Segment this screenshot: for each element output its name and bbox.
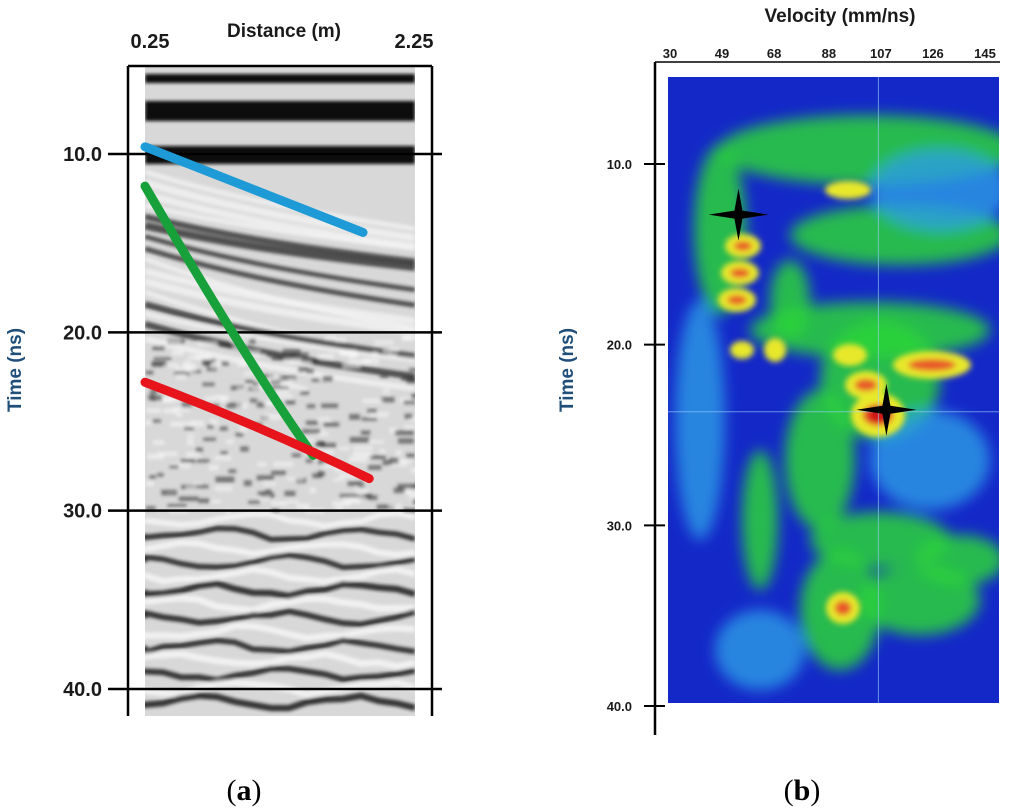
x-tick-label: 30 — [663, 46, 677, 61]
y-tick-label: 10.0 — [63, 144, 102, 166]
y-axis-label-b: Time (ns) — [557, 328, 578, 412]
x-tick-labels-a: 0.25 2.25 — [131, 31, 434, 53]
x-tick-label: 88 — [822, 46, 836, 61]
y-tick-label: 40.0 — [607, 699, 632, 714]
y-tick-labels-a: 10.0 20.0 30.0 40.0 — [63, 144, 102, 701]
x-tick-label: 2.25 — [395, 31, 434, 53]
y-tick-label: 30.0 — [63, 501, 102, 523]
x-tick-label: 107 — [870, 46, 892, 61]
y-tick-label: 40.0 — [63, 679, 102, 701]
x-tick-label: 0.25 — [131, 31, 170, 53]
y-tick-label: 20.0 — [63, 322, 102, 344]
velocity-maxima — [708, 188, 917, 436]
y-tick-label: 10.0 — [607, 157, 632, 172]
heatmap-crosshair — [668, 77, 999, 703]
panel-caption-b: (b) — [784, 774, 821, 807]
x-tick-label: 68 — [767, 46, 781, 61]
chart-title-b: Velocity (mm/ns) — [765, 6, 916, 27]
panel-b: 30 49 68 88 107 126 145 10.0 20.0 30.0 40.0 Veloc… — [557, 6, 1000, 807]
picked-lines — [140, 142, 374, 484]
velocity-maximum-marker — [708, 188, 769, 241]
y-axis-label-a: Time (ns) — [5, 328, 26, 412]
velocity-maximum-marker — [856, 383, 917, 436]
x-axis-label-a: Distance (m) — [227, 21, 341, 42]
picked-line — [140, 377, 374, 484]
x-tick-labels-b: 30 49 68 88 107 126 145 — [663, 46, 996, 61]
y-tick-label: 30.0 — [607, 518, 632, 533]
x-tick-label: 49 — [715, 46, 729, 61]
x-tick-label: 145 — [974, 46, 996, 61]
y-tick-label: 20.0 — [607, 338, 632, 353]
picked-line — [140, 181, 318, 460]
panel-caption-a: (a) — [227, 774, 262, 807]
velocity-heatmap — [668, 77, 999, 703]
frame-b — [644, 61, 1000, 735]
picked-line — [140, 142, 368, 237]
y-tick-labels-b: 10.0 20.0 30.0 40.0 — [607, 157, 632, 714]
x-tick-label: 126 — [922, 46, 944, 61]
panel-a: 0.25 2.25 10.0 20.0 30.0 40.0 Distance (m) T… — [5, 21, 442, 807]
